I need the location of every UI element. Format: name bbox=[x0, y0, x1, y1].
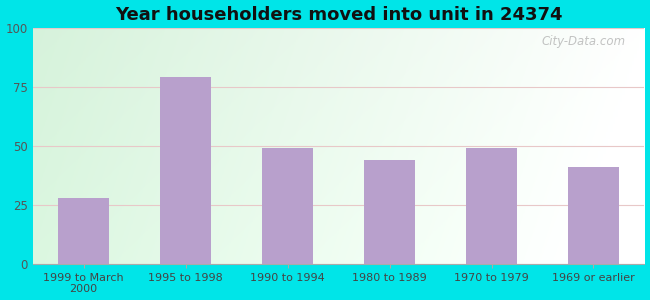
Bar bbox=[364, 160, 415, 264]
Bar bbox=[58, 198, 109, 264]
Bar bbox=[466, 148, 517, 264]
Bar bbox=[160, 77, 211, 264]
Bar bbox=[262, 148, 313, 264]
Bar bbox=[568, 167, 619, 264]
Title: Year householders moved into unit in 24374: Year householders moved into unit in 243… bbox=[115, 6, 562, 24]
Text: City-Data.com: City-Data.com bbox=[542, 35, 626, 48]
